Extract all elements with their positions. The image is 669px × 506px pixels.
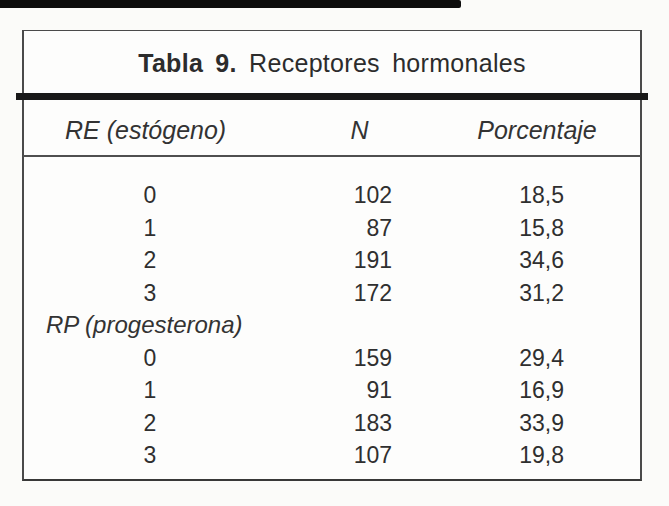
table-row: 2 191 34,6 <box>22 244 642 277</box>
table-title-number: Tabla 9. <box>138 49 237 77</box>
cell-pct: 33,9 <box>456 407 564 440</box>
cell-n: 183 <box>262 407 392 440</box>
section-label-rp: RP (progesterona) <box>46 309 243 342</box>
cell-level: 3 <box>60 277 240 310</box>
column-header-re: RE (estógeno) <box>65 116 226 144</box>
cell-n: 159 <box>262 342 392 375</box>
cell-level: 0 <box>60 342 240 375</box>
table-row: 3 107 19,8 <box>22 439 642 472</box>
cell-pct: 16,9 <box>456 374 564 407</box>
table-section-row: RP (progesterona) <box>22 309 642 342</box>
cell-level: 2 <box>60 407 240 440</box>
title-divider-rule <box>16 93 648 100</box>
cell-level: 2 <box>60 244 240 277</box>
cell-level: 0 <box>60 179 240 212</box>
column-header-porcentaje: Porcentaje <box>437 116 637 144</box>
cell-pct: 15,8 <box>456 212 564 245</box>
table-row: 2 183 33,9 <box>22 407 642 440</box>
cell-level: 1 <box>60 374 240 407</box>
cell-level: 1 <box>60 212 240 245</box>
table-body: 0 102 18,5 1 87 15,8 2 191 34,6 3 172 31… <box>22 158 642 472</box>
cell-n: 172 <box>262 277 392 310</box>
cell-pct: 31,2 <box>456 277 564 310</box>
cell-pct: 34,6 <box>456 244 564 277</box>
cell-n: 91 <box>262 374 392 407</box>
cell-n: 87 <box>262 212 392 245</box>
cell-pct: 19,8 <box>456 439 564 472</box>
cell-n: 102 <box>262 179 392 212</box>
header-divider-rule <box>23 155 641 157</box>
cell-pct: 29,4 <box>456 342 564 375</box>
cell-level: 3 <box>60 439 240 472</box>
table-title: Tabla 9. Receptores hormonales <box>22 48 642 78</box>
table-row: 0 159 29,4 <box>22 342 642 375</box>
cell-n: 191 <box>262 244 392 277</box>
column-header-n: N <box>312 116 407 144</box>
scan-artifact-bar <box>0 0 461 8</box>
table-title-text: Receptores hormonales <box>249 49 526 77</box>
table-row: 3 172 31,2 <box>22 277 642 310</box>
cell-pct: 18,5 <box>456 179 564 212</box>
table-row: 0 102 18,5 <box>22 179 642 212</box>
table-row: 1 87 15,8 <box>22 212 642 245</box>
scanned-page: Tabla 9. Receptores hormonales RE (estóg… <box>0 0 669 506</box>
table-row: 1 91 16,9 <box>22 374 642 407</box>
cell-n: 107 <box>262 439 392 472</box>
